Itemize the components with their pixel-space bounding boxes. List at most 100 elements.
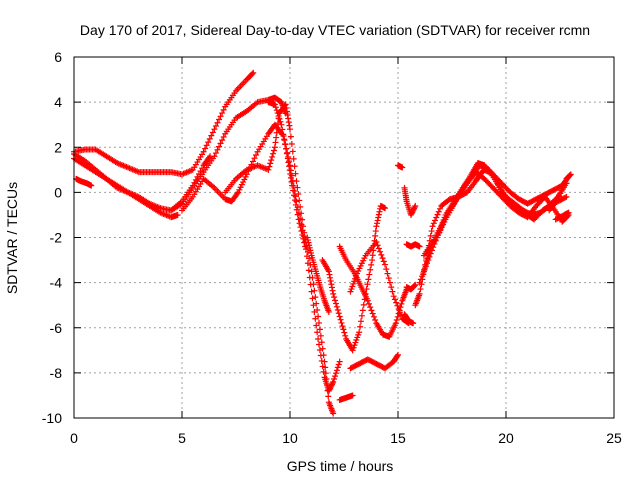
- data-point: [377, 248, 384, 255]
- data-point: [375, 214, 382, 221]
- data-point: [384, 270, 391, 277]
- data-point: [206, 135, 213, 142]
- data-series: [319, 202, 389, 354]
- data-point: [273, 129, 280, 136]
- data-point: [399, 164, 406, 171]
- data-point: [372, 232, 379, 239]
- data-point: [174, 211, 181, 218]
- data-point: [332, 300, 339, 307]
- data-point: [380, 258, 387, 265]
- data-point: [315, 336, 322, 343]
- data-point: [287, 171, 294, 178]
- data-point: [324, 381, 331, 388]
- data-point: [270, 147, 277, 154]
- data-point: [567, 171, 574, 178]
- data-point: [283, 150, 290, 157]
- data-point: [290, 187, 297, 194]
- data-point: [271, 101, 278, 108]
- data-point: [277, 118, 284, 125]
- data-point: [298, 210, 305, 217]
- data-point: [427, 250, 434, 257]
- data-point: [289, 182, 296, 189]
- data-point: [388, 284, 395, 291]
- data-point: [333, 303, 340, 310]
- data-point: [394, 313, 401, 320]
- data-point: [220, 133, 227, 140]
- data-point: [272, 139, 279, 146]
- data-point: [292, 170, 299, 177]
- x-tick-label: 5: [178, 430, 186, 446]
- data-point: [267, 160, 274, 167]
- data-series: [71, 155, 181, 221]
- data-point: [386, 279, 393, 286]
- data-point: [338, 319, 345, 326]
- data-point: [367, 266, 374, 273]
- data-point: [372, 317, 379, 324]
- data-point: [379, 255, 386, 262]
- data-series: [401, 184, 419, 218]
- data-point: [430, 244, 437, 251]
- data-point: [342, 332, 349, 339]
- data-point: [374, 217, 381, 224]
- data-point: [334, 364, 341, 371]
- data-series: [304, 234, 332, 315]
- data-point: [333, 367, 340, 374]
- data-point: [395, 306, 402, 313]
- data-point: [410, 320, 417, 327]
- data-point: [293, 178, 300, 185]
- data-point: [216, 116, 223, 123]
- data-point: [270, 150, 277, 157]
- data-point: [309, 295, 316, 302]
- data-point: [326, 271, 333, 278]
- data-point: [281, 136, 288, 143]
- y-tick-label: -4: [50, 275, 63, 291]
- data-point: [393, 317, 400, 324]
- data-point: [328, 281, 335, 288]
- data-point: [430, 220, 437, 227]
- data-point: [331, 294, 338, 301]
- data-point: [417, 286, 424, 293]
- y-axis-label: SDTVAR / TECUs: [4, 182, 20, 294]
- data-point: [356, 329, 363, 336]
- data-series: [73, 175, 95, 189]
- data-point: [374, 242, 381, 249]
- data-point: [325, 308, 332, 315]
- data-point: [420, 269, 427, 276]
- data-point: [214, 119, 221, 126]
- data-point: [297, 224, 304, 231]
- data-point: [217, 140, 224, 147]
- data-points: [71, 69, 574, 417]
- data-point: [287, 174, 294, 181]
- data-point: [316, 346, 323, 353]
- data-point: [396, 309, 403, 316]
- data-point: [329, 287, 336, 294]
- data-point: [253, 151, 260, 158]
- data-series: [336, 392, 356, 403]
- data-point: [432, 217, 439, 224]
- data-point: [561, 181, 568, 188]
- x-tick-label: 20: [498, 430, 514, 446]
- y-tick-label: -2: [50, 230, 63, 246]
- data-series: [420, 169, 572, 259]
- axis-ticks: 0 5 10 15 20 25 -10 -8 -6 -4 -2 0 2 4 6: [42, 49, 622, 446]
- data-point: [298, 228, 305, 235]
- data-series: [403, 241, 423, 250]
- data-point: [368, 307, 375, 314]
- data-point: [385, 275, 392, 282]
- data-point: [367, 304, 374, 311]
- data-point: [434, 211, 441, 218]
- data-point: [366, 271, 373, 278]
- y-tick-label: -8: [50, 365, 63, 381]
- data-point: [421, 266, 428, 273]
- data-point: [219, 110, 226, 117]
- data-point: [273, 134, 280, 141]
- data-point: [558, 187, 565, 194]
- data-point: [427, 232, 434, 239]
- data-point: [330, 290, 337, 297]
- data-point: [291, 192, 298, 199]
- data-point: [417, 276, 424, 283]
- data-point: [203, 142, 210, 149]
- data-point: [429, 223, 436, 230]
- x-tick-label: 0: [70, 430, 78, 446]
- chart-title: Day 170 of 2017, Sidereal Day-to-day VTE…: [80, 22, 590, 38]
